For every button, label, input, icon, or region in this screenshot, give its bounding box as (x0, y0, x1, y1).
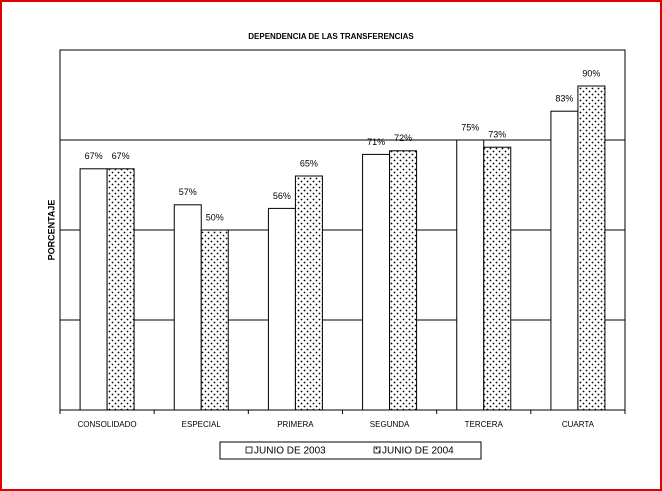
bar (79, 168, 108, 411)
bar (294, 175, 323, 411)
value-label: 72% (394, 133, 412, 143)
legend-box (219, 441, 482, 460)
value-label: 67% (112, 151, 130, 161)
value-label: 50% (206, 212, 224, 222)
bar (483, 146, 512, 411)
bar (389, 150, 418, 411)
value-label: 56% (273, 191, 291, 201)
x-tick-label: ESPECIAL (182, 420, 222, 429)
value-label: 90% (582, 68, 600, 78)
bar (456, 139, 485, 411)
x-tick-label: CONSOLIDADO (78, 420, 137, 429)
value-label: 83% (555, 94, 573, 104)
bar (106, 168, 135, 411)
y-axis-label: PORCENTAJE (46, 200, 56, 261)
bar (173, 204, 202, 411)
value-label: 73% (488, 130, 506, 140)
value-label: 65% (300, 158, 318, 168)
legend-label: JUNIO DE 2003 (254, 446, 326, 457)
bar (577, 85, 606, 411)
bar (550, 110, 579, 411)
value-label: 75% (461, 122, 479, 132)
legend-swatch (373, 446, 381, 454)
legend-label: JUNIO DE 2004 (382, 446, 454, 457)
x-tick-label: TERCERA (465, 420, 504, 429)
bar (267, 207, 296, 411)
value-label: 71% (367, 137, 385, 147)
x-tick-label: PRIMERA (277, 420, 314, 429)
bar (200, 229, 229, 411)
x-tick-label: SEGUNDA (370, 420, 410, 429)
bar (362, 153, 391, 411)
value-label: 57% (179, 187, 197, 197)
x-tick-label: CUARTA (562, 420, 595, 429)
legend-swatch (245, 446, 253, 454)
chart-title: DEPENDENCIA DE LAS TRANSFERENCIAS (248, 32, 414, 41)
value-label: 67% (85, 151, 103, 161)
